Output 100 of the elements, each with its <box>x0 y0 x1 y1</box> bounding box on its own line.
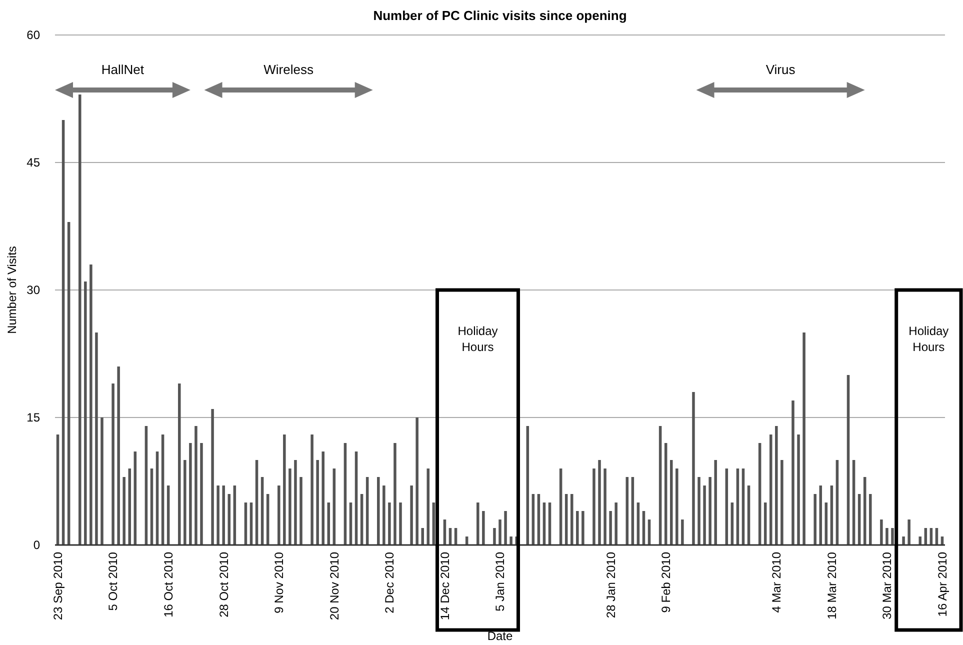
bar <box>570 494 574 545</box>
bar <box>714 460 717 545</box>
bar <box>692 392 695 545</box>
bar <box>858 494 861 545</box>
bar <box>582 511 584 545</box>
bar <box>95 332 98 545</box>
bar <box>255 460 258 545</box>
bar <box>537 494 540 545</box>
bar <box>918 536 922 545</box>
bar <box>332 468 336 545</box>
annotation: Holiday Hours <box>458 324 498 354</box>
bar <box>780 460 784 545</box>
bar <box>382 486 386 545</box>
bar <box>354 452 358 545</box>
bar <box>300 477 302 545</box>
y-tick-label: 60 <box>26 28 40 42</box>
bar <box>294 460 297 545</box>
bar <box>166 486 170 545</box>
x-tick-label: 28 Oct 2010 <box>216 552 231 618</box>
bar <box>908 520 910 545</box>
bar <box>576 511 579 545</box>
bar <box>846 375 850 545</box>
bar <box>316 460 319 545</box>
bar <box>493 528 496 545</box>
bar <box>394 443 396 545</box>
bar <box>769 434 772 545</box>
bar <box>322 452 324 545</box>
x-tick-label: 9 Feb 2010 <box>659 552 674 613</box>
bar <box>559 468 562 545</box>
bar <box>863 477 866 545</box>
bar <box>614 502 618 545</box>
bar <box>609 511 612 545</box>
bar <box>880 520 883 545</box>
bar <box>117 366 120 545</box>
bar <box>194 426 198 545</box>
bar <box>802 332 806 545</box>
bar <box>156 452 159 545</box>
bar <box>144 426 148 545</box>
bar <box>742 468 745 545</box>
y-tick-label: 15 <box>26 410 40 425</box>
bar <box>510 536 512 545</box>
x-tick-label: 9 Nov 2010 <box>272 552 286 614</box>
bar <box>410 486 413 545</box>
x-tick-label: 23 Sep 2010 <box>50 552 65 620</box>
bar <box>598 460 601 545</box>
x-tick-label: 18 Mar 2010 <box>824 552 839 620</box>
bar <box>260 477 264 545</box>
bar <box>90 264 92 545</box>
bar <box>532 494 535 545</box>
bar <box>852 460 856 545</box>
bar <box>416 418 418 545</box>
bar <box>399 502 402 545</box>
bar <box>56 434 60 545</box>
y-tick-label: 0 <box>33 538 40 552</box>
x-tick-label: 16 Oct 2010 <box>162 552 176 618</box>
bar <box>426 468 430 545</box>
bar <box>288 468 292 545</box>
bar <box>792 400 794 545</box>
bar <box>681 520 684 545</box>
bar <box>78 94 82 545</box>
bar <box>278 486 280 545</box>
bar <box>184 460 186 545</box>
bar <box>747 486 750 545</box>
bar <box>189 443 192 545</box>
bar <box>564 494 568 545</box>
y-axis-title: Number of Visits <box>5 246 19 334</box>
bar <box>67 222 70 545</box>
bar <box>200 443 203 545</box>
x-tick-label: 28 Jan 2010 <box>604 552 618 618</box>
bar <box>775 426 778 545</box>
bar <box>676 468 678 545</box>
x-tick-label: 5 Oct 2010 <box>106 552 120 611</box>
bar <box>830 486 834 545</box>
bar <box>266 494 270 545</box>
bar <box>703 486 706 545</box>
x-tick-label: 20 Nov 2010 <box>327 552 342 620</box>
bar <box>366 477 369 545</box>
bar <box>631 477 634 545</box>
bar <box>100 418 104 545</box>
bar <box>886 528 888 545</box>
bar <box>797 434 800 545</box>
bar <box>836 460 839 545</box>
bar <box>504 511 507 545</box>
bar <box>891 528 894 545</box>
bar <box>128 468 132 545</box>
x-tick-label: 2 Dec 2010 <box>382 552 397 614</box>
bar <box>482 511 485 545</box>
x-tick-label: 16 Apr 2010 <box>935 552 950 617</box>
bar <box>360 494 364 545</box>
annotation: Virus <box>766 62 796 77</box>
bar <box>228 494 231 545</box>
bar <box>388 502 391 545</box>
bar <box>150 468 154 545</box>
bar <box>216 486 220 545</box>
bar <box>134 452 137 545</box>
bar <box>377 477 380 545</box>
bar <box>112 384 114 545</box>
y-tick-label: 30 <box>26 283 40 298</box>
bar <box>868 494 872 545</box>
bar <box>592 468 596 545</box>
